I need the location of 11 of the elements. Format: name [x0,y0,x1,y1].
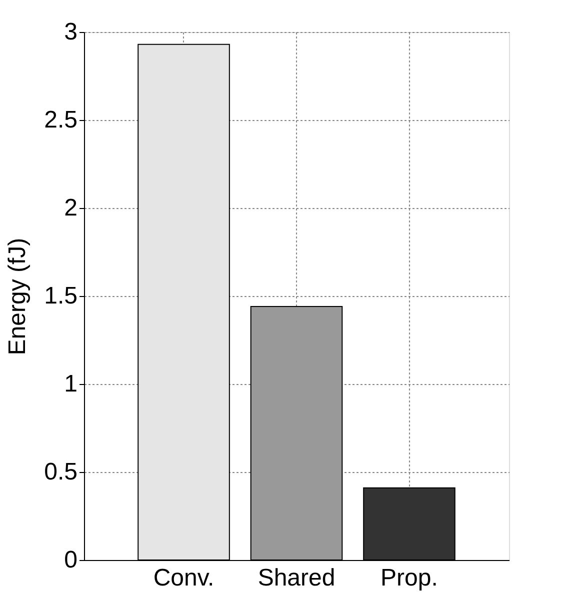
y-tick-label: 3 [64,18,78,46]
y-tick-label: 0.5 [44,458,78,486]
x-tick-label: Prop. [380,564,438,592]
y-tick-label: 0 [64,546,78,574]
x-tick-label: Shared [258,564,336,592]
y-tick-label: 2.5 [44,106,78,134]
x-tick-label: Conv. [153,564,214,592]
y-tick-label: 1 [64,370,78,398]
y-tick-label: 1.5 [44,282,78,310]
y-axis-title: Energy (fJ) [4,238,32,356]
y-tick-label: 2 [64,194,78,222]
